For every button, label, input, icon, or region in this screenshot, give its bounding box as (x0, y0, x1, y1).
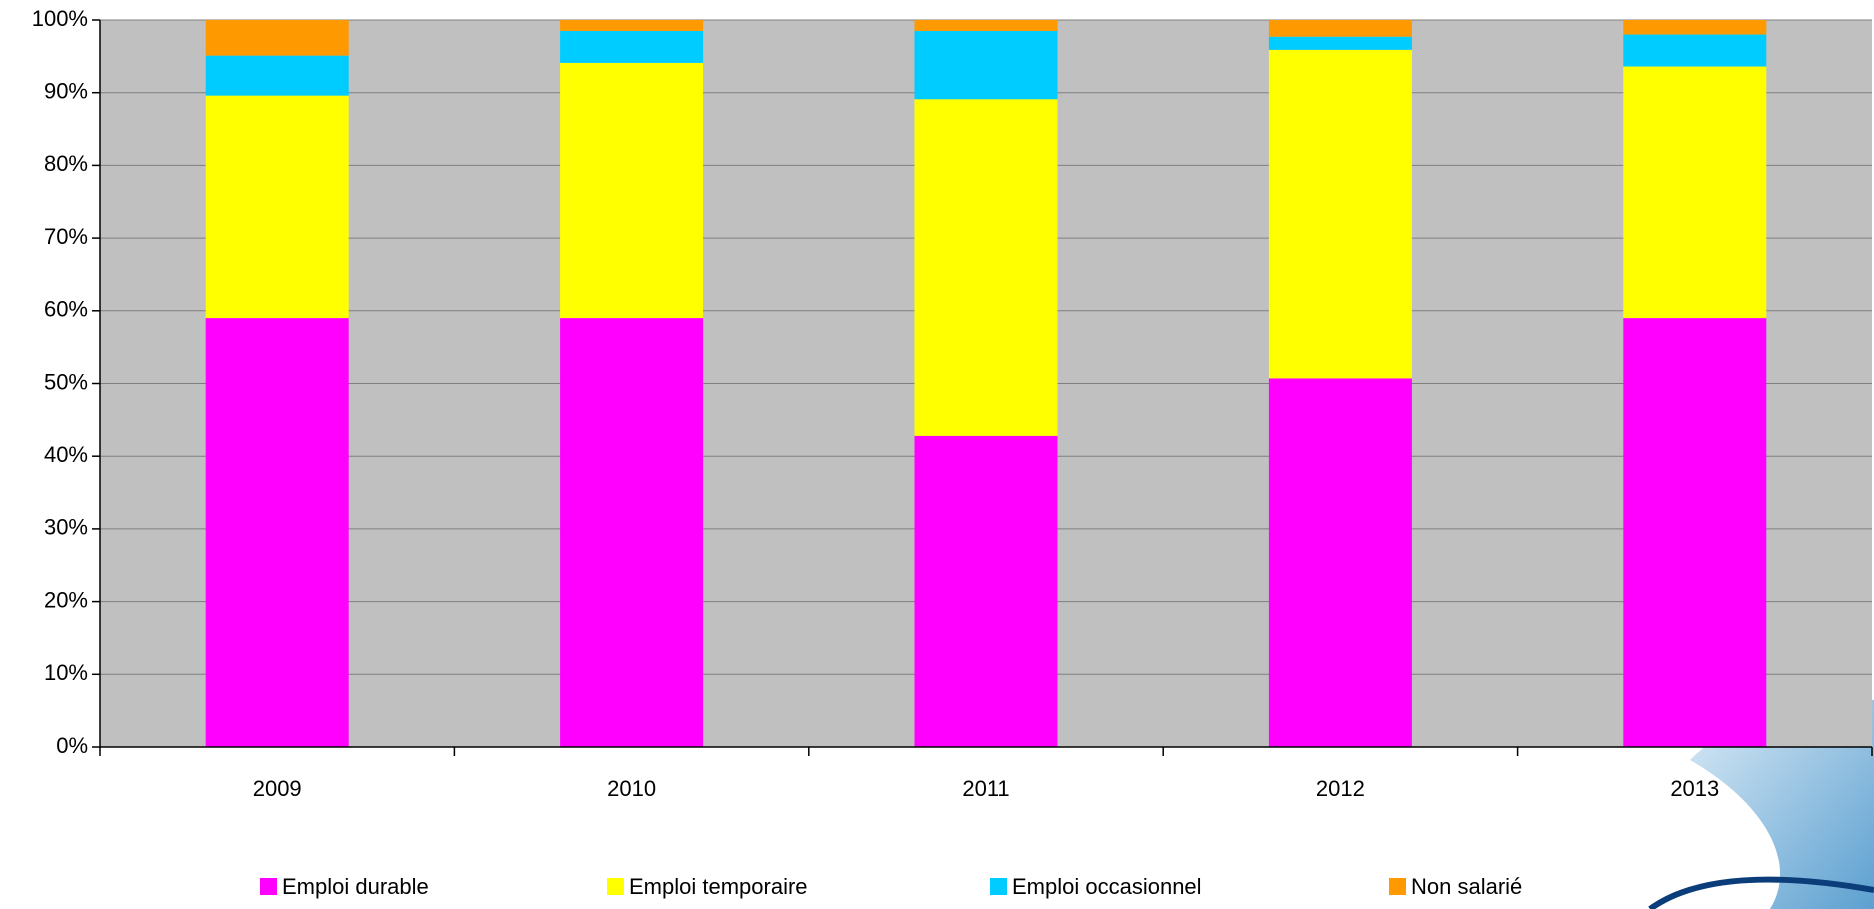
bar-segment (1268, 20, 1412, 37)
bar-segment (914, 20, 1058, 31)
y-tick-label: 60% (44, 297, 88, 322)
bar-segment (1623, 318, 1767, 747)
legend-swatch (260, 878, 277, 895)
y-tick-label: 0% (56, 733, 88, 758)
bar-segment (560, 20, 704, 31)
bar-segment (560, 30, 704, 63)
x-tick-label: 2010 (607, 776, 656, 801)
bar-segment (205, 318, 349, 747)
bar-segment (914, 435, 1058, 747)
x-tick-label: 2009 (253, 776, 302, 801)
y-tick-label: 10% (44, 660, 88, 685)
bar-segment (1268, 36, 1412, 50)
legend-swatch (990, 878, 1007, 895)
bar-segment (1623, 34, 1767, 67)
legend-label: Emploi occasionnel (1012, 874, 1202, 899)
bar-segment (205, 55, 349, 96)
bar-segment (1268, 378, 1412, 747)
legend-swatch (607, 878, 624, 895)
legend-label: Non salarié (1411, 874, 1522, 899)
bar-segment (205, 95, 349, 319)
decoration (1648, 876, 1874, 909)
bar-segment (205, 20, 349, 56)
y-tick-label: 70% (44, 224, 88, 249)
y-tick-label: 20% (44, 587, 88, 612)
bar-segment (1623, 66, 1767, 319)
y-tick-label: 100% (32, 6, 88, 31)
legend-swatch (1389, 878, 1406, 895)
x-tick-label: 2012 (1316, 776, 1365, 801)
y-tick-label: 80% (44, 151, 88, 176)
y-tick-label: 90% (44, 79, 88, 104)
bar-segment (1623, 20, 1767, 35)
decoration (1690, 698, 1874, 909)
x-tick-label: 2013 (1670, 776, 1719, 801)
y-tick-label: 30% (44, 515, 88, 540)
bar-segment (914, 30, 1058, 100)
bar-segment (560, 62, 704, 319)
bar-segment (560, 318, 704, 747)
legend-label: Emploi temporaire (629, 874, 808, 899)
x-tick-label: 2011 (962, 776, 1009, 801)
bar-segment (914, 99, 1058, 436)
y-tick-label: 40% (44, 442, 88, 467)
bar-segment (1268, 49, 1412, 379)
y-tick-label: 50% (44, 369, 88, 394)
legend-label: Emploi durable (282, 874, 429, 899)
